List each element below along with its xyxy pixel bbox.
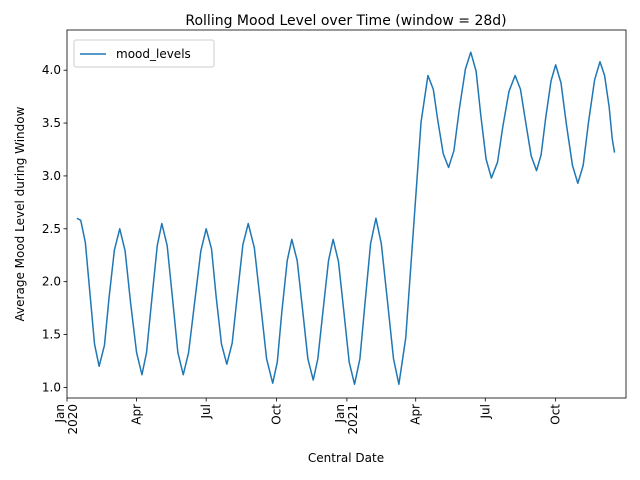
x-tick-label: Apr: [409, 404, 423, 425]
y-tick-label: 4.0: [42, 63, 61, 77]
x-tick-label: Oct: [270, 404, 284, 425]
legend-box: [73, 39, 215, 68]
y-tick-label: 1.5: [42, 328, 61, 342]
y-tick-label: 2.0: [42, 275, 61, 289]
x-tick-label: 2020: [66, 404, 80, 435]
x-tick-label: Jan: [53, 404, 67, 424]
y-tick-label: 3.5: [42, 116, 61, 130]
series-line: [76, 51, 616, 385]
axes-frame: [66, 29, 627, 399]
legend-label: mood_levels: [116, 47, 191, 61]
x-tick-label: Oct: [549, 404, 563, 425]
chart-title: Rolling Mood Level over Time (window = 2…: [185, 13, 506, 29]
y-tick-label: 3.0: [42, 169, 61, 183]
x-axis-label: Central Date: [308, 451, 384, 465]
y-tick-label: 2.5: [42, 222, 61, 236]
x-tick-label: Jan: [333, 404, 347, 424]
x-tick-label: Apr: [130, 404, 144, 425]
x-tick-label: Jul: [478, 404, 492, 419]
y-tick-label: 1.0: [42, 380, 61, 394]
x-tick-label: Jul: [199, 404, 213, 419]
y-axis-label: Average Mood Level during Window: [13, 106, 27, 321]
x-tick-label: 2021: [346, 404, 360, 435]
